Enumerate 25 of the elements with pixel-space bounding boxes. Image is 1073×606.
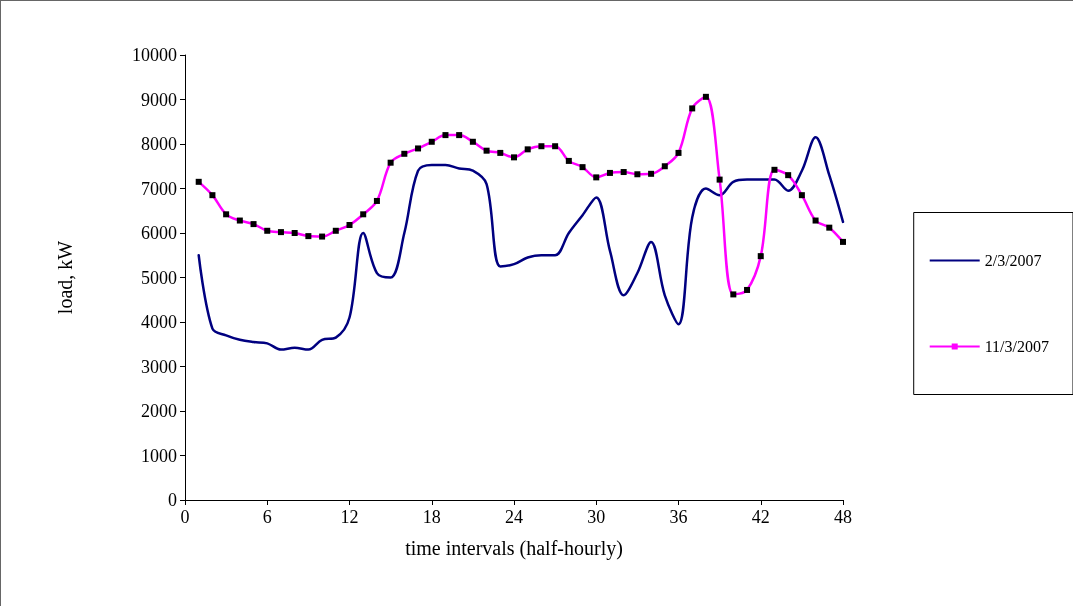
y-tick-label: 0 bbox=[168, 490, 177, 510]
y-axis-title: load, kW bbox=[54, 240, 76, 315]
x-tick-label: 12 bbox=[340, 507, 359, 527]
line-series bbox=[197, 136, 845, 351]
x-tick-label: 6 bbox=[262, 507, 272, 527]
y-tick-label: 3000 bbox=[141, 356, 177, 377]
x-tick-label: 0 bbox=[180, 507, 190, 527]
y-tick-label: 1000 bbox=[141, 445, 177, 466]
x-tick-label: 18 bbox=[422, 507, 441, 527]
y-tick-label: 6000 bbox=[141, 223, 177, 243]
y-tick-label: 4000 bbox=[141, 312, 177, 332]
legend-label: 2/3/2007 bbox=[984, 252, 1042, 269]
y-tick-label: 7000 bbox=[141, 178, 177, 199]
x-tick-label: 42 bbox=[751, 507, 770, 527]
y-tick-label: 10000 bbox=[132, 45, 177, 65]
y-tick-label: 2000 bbox=[141, 401, 177, 421]
x-axis-title: time intervals (half-hourly) bbox=[405, 537, 623, 560]
y-tick-label: 5000 bbox=[141, 267, 177, 288]
y-tick-label: 9000 bbox=[141, 89, 177, 110]
x-tick-label: 36 bbox=[669, 507, 688, 527]
x-tick-label: 24 bbox=[505, 507, 523, 527]
y-tick-label: 8000 bbox=[141, 134, 177, 154]
x-tick-label: 48 bbox=[834, 507, 852, 527]
x-tick-label: 30 bbox=[587, 507, 606, 527]
legend-label: 11/3/2007 bbox=[984, 338, 1049, 355]
